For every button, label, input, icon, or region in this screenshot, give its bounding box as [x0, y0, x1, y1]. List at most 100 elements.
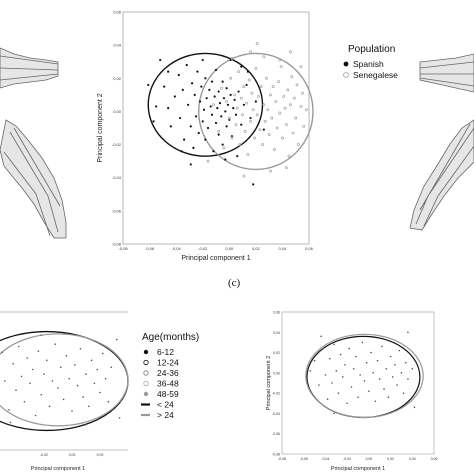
bl-data-point [118, 417, 121, 419]
top-data-point [240, 65, 243, 68]
top-y-tick-label: 0,06 [113, 10, 122, 15]
br-x-tick-label: 0,02 [387, 457, 394, 461]
top-data-point [249, 50, 252, 54]
top-data-point [201, 58, 204, 62]
top-data-point [194, 115, 198, 118]
left-shape-illustration [0, 47, 67, 239]
bl-data-point [116, 338, 118, 341]
top-data-point [197, 131, 200, 135]
bl-data-point [60, 366, 62, 369]
br-data-point [344, 363, 346, 366]
br-data-point [370, 351, 372, 354]
br-data-point [335, 370, 338, 372]
bl-legend-label: 36-48 [157, 379, 179, 389]
br-data-point [407, 331, 409, 334]
top-data-point [300, 91, 304, 95]
top-data-point [204, 77, 207, 80]
br-data-point [352, 368, 355, 370]
top-data-point [274, 100, 278, 103]
top-data-point [209, 105, 212, 108]
top-data-point [258, 128, 262, 132]
top-data-point [233, 98, 236, 101]
top-data-point [270, 116, 274, 120]
top-data-point [210, 80, 214, 83]
br-data-point [346, 402, 348, 405]
br-data-point [313, 359, 316, 362]
top-data-point [262, 103, 266, 107]
br-ellipses [305, 333, 424, 419]
br-data-point [324, 374, 327, 376]
bl-data-point [15, 389, 17, 392]
top-data-point [263, 119, 267, 123]
br-data-point [355, 355, 357, 358]
top-data-point [222, 146, 226, 150]
top-data-point [282, 95, 286, 98]
bl-data-point [37, 350, 40, 352]
bl-data-point [46, 359, 48, 362]
bl-data-points [1, 334, 121, 426]
br-data-point [402, 392, 405, 394]
bl-data-point [3, 380, 6, 382]
bl-data-point [65, 354, 68, 357]
top-data-point [230, 136, 234, 140]
bl-data-point [34, 414, 37, 417]
br-y-tick-label: 0,06 [273, 311, 280, 315]
top-data-point [302, 124, 306, 128]
br-data-point [400, 372, 403, 374]
br-data-point [342, 376, 344, 378]
top-data-point [287, 154, 291, 158]
br-data-point [411, 368, 414, 370]
top-data-point [177, 73, 180, 77]
bl-legend-label: 48-59 [157, 389, 179, 399]
br-x-tick-label: -0,08 [278, 457, 286, 461]
top-data-point [285, 166, 288, 170]
br-y-tick-label: 0,04 [273, 331, 280, 335]
bl-data-point [88, 405, 90, 408]
top-data-point [229, 76, 233, 80]
bl-data-point [43, 373, 45, 375]
br-data-point [394, 363, 396, 366]
top-data-point [285, 123, 288, 127]
br-data-point [372, 372, 375, 374]
br-data-point [320, 335, 322, 338]
top-data-point [242, 85, 246, 88]
bl-data-point [18, 345, 20, 348]
top-data-point [163, 85, 166, 88]
top-y-axis-label: Principal component 2 [97, 93, 104, 162]
br-x-tick-label: -0,06 [300, 457, 308, 461]
br-data-point [385, 368, 388, 370]
top-data-point [288, 103, 292, 107]
top-data-point [208, 88, 211, 91]
bl-data-point [102, 352, 104, 355]
top-ellipses [147, 52, 314, 171]
top-data-point [291, 131, 295, 135]
top-y-tick-label: -0,02 [112, 142, 122, 147]
top-x-tick-label: 0,02 [252, 246, 261, 251]
bl-x-tick-labels: -0,02 0,00 0,02 [40, 453, 103, 457]
bl-confidence-ellipse [0, 333, 129, 427]
br-confidence-ellipse [305, 333, 424, 419]
top-data-point [152, 120, 155, 123]
top-data-point [218, 102, 222, 105]
bottom-left-scatter-plot: -0,02 0,00 0,02 Principal component 1 Age(… [0, 311, 199, 472]
top-data-point [251, 108, 255, 112]
top-data-point [221, 143, 224, 146]
top-data-point [214, 121, 218, 125]
br-y-tick-label: -0,02 [272, 392, 280, 396]
top-data-points [147, 42, 308, 186]
top-data-point [245, 83, 248, 87]
top-legend: Population Spanish Senegalese [343, 44, 398, 80]
bl-data-point [26, 357, 29, 359]
top-x-tick-label: -0,02 [198, 246, 208, 251]
top-data-point [269, 93, 272, 97]
bl-legend-label: > 24 [157, 410, 174, 420]
br-data-point [391, 376, 394, 378]
top-data-point [247, 78, 251, 82]
top-data-point [198, 100, 202, 103]
bl-legend-label: 24-36 [157, 368, 179, 378]
bl-data-point [90, 359, 93, 362]
top-data-point [262, 55, 266, 59]
top-data-point [237, 90, 240, 93]
top-y-tick-labels: 0,06 0,04 0,02 0,00 -0,02 -0,04 -0,06 -0,08 [112, 10, 122, 247]
